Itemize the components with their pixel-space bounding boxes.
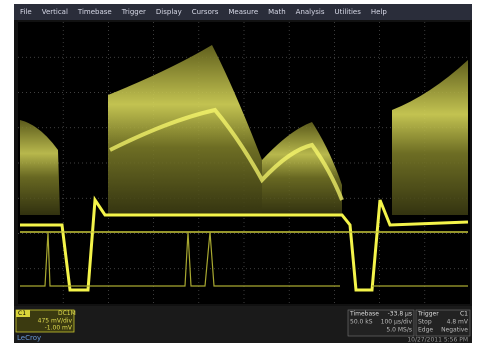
menu-item[interactable]: Display [156,8,182,16]
brand: LeCroy [17,334,41,342]
timebase-box [347,309,415,337]
trace-envelope [108,45,262,215]
trigger-type: Edge [418,327,433,334]
menu-item[interactable]: Vertical [42,8,68,16]
timebase-div: 100 µs/div [381,319,413,326]
trigger-box [415,309,471,337]
trace [20,195,469,292]
channel-box [15,309,75,333]
channel-offset: -1.00 mV [45,325,73,332]
menu-item[interactable]: File [20,8,32,16]
trace-envelope [262,122,342,215]
channel-name: C1 [18,310,26,317]
timebase-samples: 50.0 kS [350,319,373,326]
menu-item[interactable]: Timebase [77,8,112,16]
menu-item[interactable]: Utilities [335,8,362,16]
menu-item[interactable]: Trigger [121,8,146,16]
timestamp: 10/27/2011 5:56 PM [407,337,468,344]
trace-band [109,107,344,201]
channel-tag [16,310,30,317]
trigger-slope: Negative [441,327,468,334]
menu-bar [14,4,472,20]
trigger-mode: Stop [418,319,432,326]
trigger-level: 4.8 mV [447,319,469,326]
trigger-label: Trigger [417,311,439,318]
menu-item[interactable]: Measure [228,8,258,16]
trace-envelope [392,60,468,215]
menu-item[interactable]: Cursors [192,8,219,16]
trace-envelope [20,120,60,215]
timebase-label: Timebase [349,311,379,318]
trigger-source: C1 [460,311,468,318]
channel-scale: 475 mV/div [38,318,73,325]
channel-coupling: DC1M [58,310,76,317]
menu: File Vertical Timebase Trigger Display Cursor… [20,8,387,16]
trace [20,231,468,287]
menu-item[interactable]: Analysis [296,8,325,16]
menu-item[interactable]: Math [268,8,286,16]
timebase-delay: -33.8 µs [388,311,412,318]
timebase-rate: 5.0 MS/s [386,327,412,334]
menu-item[interactable]: Help [371,8,388,16]
waveform [20,45,469,292]
